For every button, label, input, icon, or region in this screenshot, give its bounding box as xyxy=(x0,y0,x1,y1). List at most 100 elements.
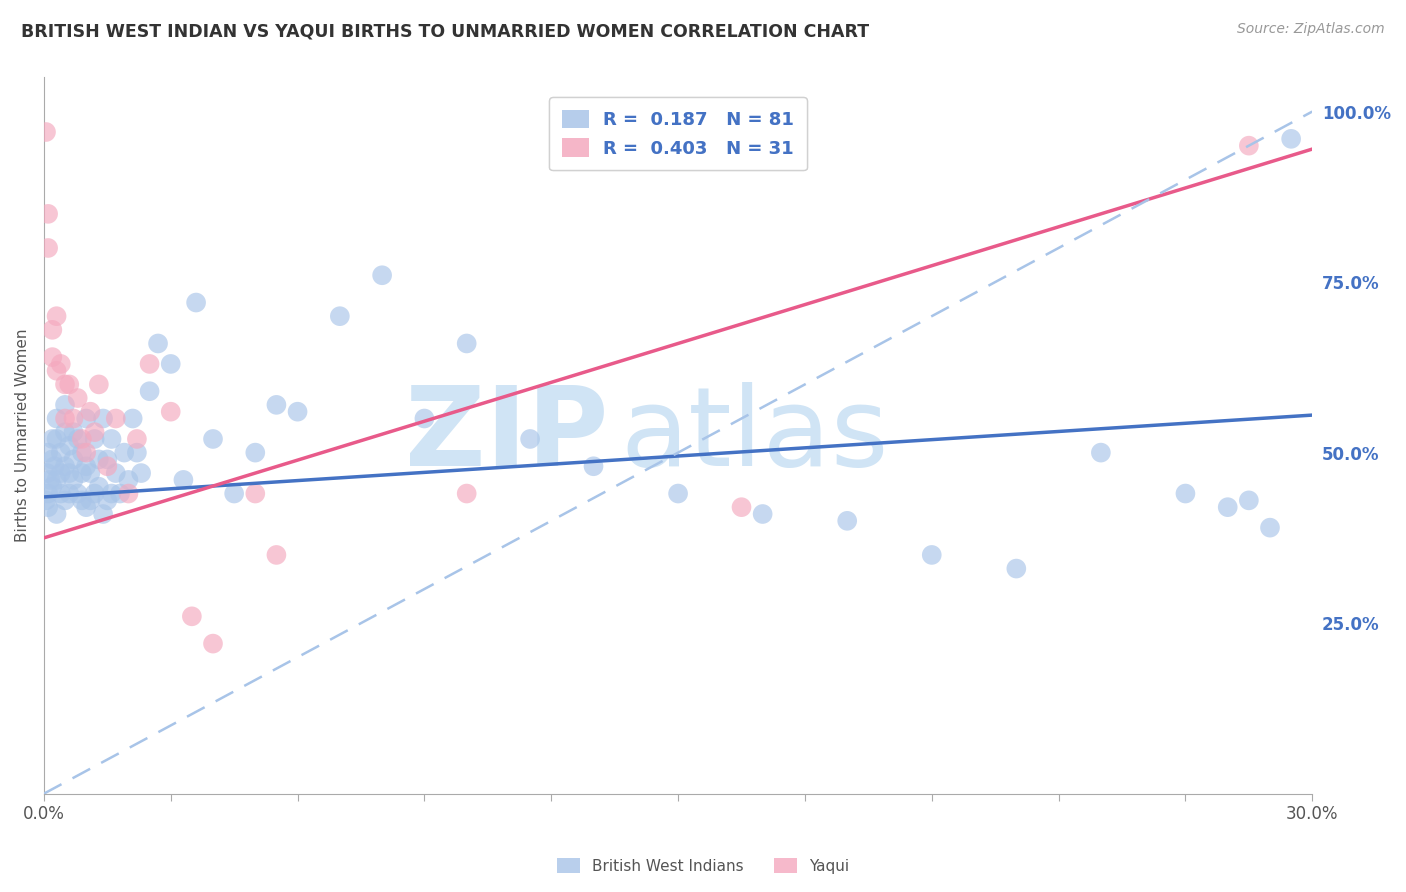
Point xyxy=(1090,445,1112,459)
Point xyxy=(41,323,63,337)
Point xyxy=(138,357,160,371)
Point xyxy=(75,445,97,459)
Point xyxy=(1174,486,1197,500)
Point xyxy=(49,357,72,371)
Point xyxy=(456,336,478,351)
Point xyxy=(329,309,352,323)
Point xyxy=(35,493,58,508)
Point xyxy=(53,493,76,508)
Point xyxy=(100,486,122,500)
Text: atlas: atlas xyxy=(620,382,889,489)
Point xyxy=(35,125,58,139)
Point xyxy=(1279,132,1302,146)
Point xyxy=(1005,561,1028,575)
Point xyxy=(62,411,84,425)
Point xyxy=(266,548,288,562)
Point xyxy=(49,445,72,459)
Point xyxy=(83,486,105,500)
Point xyxy=(91,411,114,425)
Point xyxy=(201,432,224,446)
Point xyxy=(146,336,169,351)
Point xyxy=(58,466,80,480)
Point xyxy=(41,480,63,494)
Point xyxy=(62,425,84,439)
Text: ZIP: ZIP xyxy=(405,382,609,489)
Point xyxy=(519,432,541,446)
Point xyxy=(41,452,63,467)
Text: BRITISH WEST INDIAN VS YAQUI BIRTHS TO UNMARRIED WOMEN CORRELATION CHART: BRITISH WEST INDIAN VS YAQUI BIRTHS TO U… xyxy=(21,22,869,40)
Point xyxy=(96,493,118,508)
Point xyxy=(58,486,80,500)
Point xyxy=(45,432,67,446)
Point xyxy=(79,466,101,480)
Point xyxy=(582,459,605,474)
Point xyxy=(224,486,246,500)
Point xyxy=(39,473,62,487)
Point xyxy=(62,452,84,467)
Point xyxy=(83,425,105,439)
Point xyxy=(37,445,59,459)
Point xyxy=(91,507,114,521)
Text: Source: ZipAtlas.com: Source: ZipAtlas.com xyxy=(1237,22,1385,37)
Point xyxy=(45,411,67,425)
Point xyxy=(287,405,309,419)
Point xyxy=(121,411,143,425)
Point xyxy=(666,486,689,500)
Point xyxy=(79,405,101,419)
Point xyxy=(53,411,76,425)
Point xyxy=(751,507,773,521)
Point xyxy=(921,548,943,562)
Point xyxy=(70,445,93,459)
Point xyxy=(45,473,67,487)
Y-axis label: Births to Unmarried Women: Births to Unmarried Women xyxy=(15,329,30,542)
Point xyxy=(75,459,97,474)
Point xyxy=(245,445,267,459)
Point xyxy=(1237,138,1260,153)
Point xyxy=(66,486,89,500)
Point xyxy=(104,411,127,425)
Point xyxy=(79,493,101,508)
Point xyxy=(730,500,752,515)
Point xyxy=(75,411,97,425)
Point xyxy=(37,500,59,515)
Point xyxy=(70,466,93,480)
Point xyxy=(37,207,59,221)
Point xyxy=(66,391,89,405)
Point xyxy=(371,268,394,283)
Point xyxy=(37,241,59,255)
Point xyxy=(184,295,207,310)
Point xyxy=(1258,521,1281,535)
Point xyxy=(87,377,110,392)
Point xyxy=(70,493,93,508)
Point xyxy=(62,473,84,487)
Point xyxy=(413,411,436,425)
Point xyxy=(117,473,139,487)
Point xyxy=(45,364,67,378)
Point xyxy=(41,350,63,364)
Point xyxy=(172,473,194,487)
Point xyxy=(266,398,288,412)
Point xyxy=(37,466,59,480)
Point xyxy=(125,432,148,446)
Point xyxy=(108,486,131,500)
Point xyxy=(37,486,59,500)
Legend: British West Indians, Yaqui: British West Indians, Yaqui xyxy=(551,852,855,880)
Point xyxy=(201,637,224,651)
Point xyxy=(53,377,76,392)
Point xyxy=(180,609,202,624)
Point xyxy=(44,459,66,474)
Point xyxy=(456,486,478,500)
Point xyxy=(104,466,127,480)
Point xyxy=(100,432,122,446)
Point xyxy=(1216,500,1239,515)
Point xyxy=(129,466,152,480)
Point xyxy=(53,398,76,412)
Point xyxy=(58,377,80,392)
Point xyxy=(96,452,118,467)
Point xyxy=(53,425,76,439)
Point xyxy=(41,432,63,446)
Point xyxy=(87,480,110,494)
Point xyxy=(837,514,859,528)
Point xyxy=(45,507,67,521)
Point xyxy=(49,466,72,480)
